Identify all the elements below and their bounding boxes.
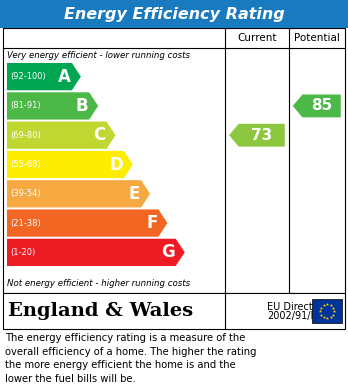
Text: F: F <box>146 214 157 232</box>
Text: B: B <box>76 97 88 115</box>
Polygon shape <box>7 151 133 178</box>
Bar <box>312 299 342 323</box>
Bar <box>3 28 345 293</box>
Text: E: E <box>129 185 140 203</box>
Text: 2002/91/EC: 2002/91/EC <box>267 311 324 321</box>
Text: G: G <box>161 243 175 261</box>
Text: (69-80): (69-80) <box>10 131 41 140</box>
Text: A: A <box>58 68 71 86</box>
Polygon shape <box>7 180 150 208</box>
Text: Not energy efficient - higher running costs: Not energy efficient - higher running co… <box>7 279 190 288</box>
Text: (1-20): (1-20) <box>10 248 35 257</box>
Polygon shape <box>293 95 341 117</box>
Text: (39-54): (39-54) <box>10 189 41 198</box>
Bar <box>0 0 348 28</box>
Text: Current: Current <box>237 33 277 43</box>
Text: 73: 73 <box>251 128 272 143</box>
Text: England & Wales: England & Wales <box>8 302 193 320</box>
Polygon shape <box>7 122 116 149</box>
Text: (92-100): (92-100) <box>10 72 46 81</box>
Bar <box>3 293 345 329</box>
Text: (55-68): (55-68) <box>10 160 41 169</box>
Text: Very energy efficient - lower running costs: Very energy efficient - lower running co… <box>7 51 190 60</box>
Text: (21-38): (21-38) <box>10 219 41 228</box>
Text: D: D <box>109 156 123 174</box>
Text: C: C <box>93 126 105 144</box>
Polygon shape <box>229 124 285 147</box>
Polygon shape <box>7 92 98 120</box>
Polygon shape <box>7 63 81 90</box>
Text: 85: 85 <box>311 99 332 113</box>
Text: EU Directive: EU Directive <box>267 302 327 312</box>
Text: Energy Efficiency Rating: Energy Efficiency Rating <box>64 7 284 22</box>
Text: (81-91): (81-91) <box>10 101 41 110</box>
Text: The energy efficiency rating is a measure of the
overall efficiency of a home. T: The energy efficiency rating is a measur… <box>5 333 256 384</box>
Polygon shape <box>7 210 167 237</box>
Polygon shape <box>7 239 185 266</box>
Text: Potential: Potential <box>294 33 340 43</box>
